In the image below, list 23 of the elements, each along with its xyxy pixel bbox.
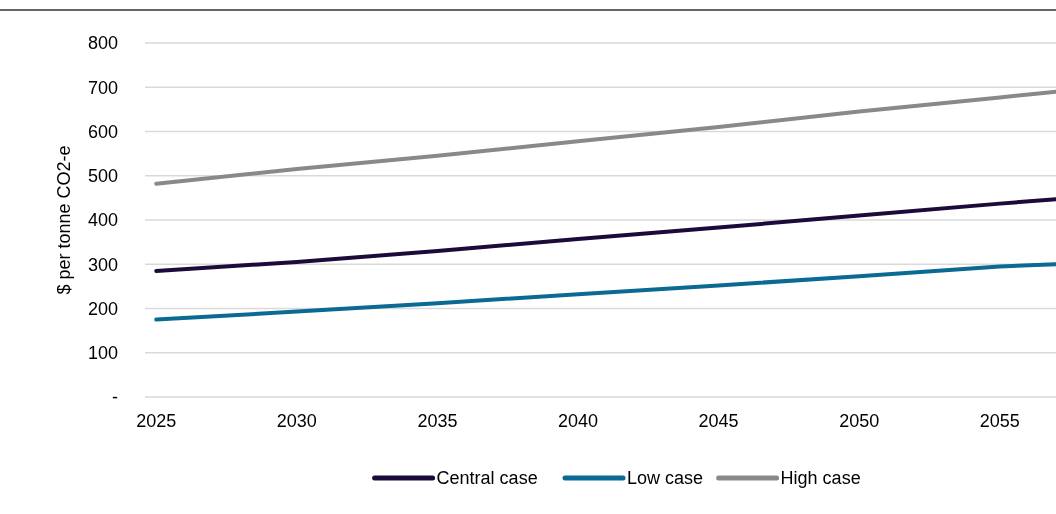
y-tick-label: 700 [87,77,118,98]
y-tick-label: 400 [87,210,118,231]
legend-label: Low case [627,468,704,489]
y-tick-label: 200 [87,298,118,319]
legend-label: High case [780,468,861,489]
y-tick-label: - [112,387,118,408]
legend-label: Central case [436,468,538,489]
line-series [154,262,1056,322]
line-series [154,197,1056,273]
y-tick-label: 600 [87,121,118,142]
x-tick-label: 2040 [557,411,599,431]
y-tick-label: 500 [87,166,118,187]
x-tick-label: 2025 [136,411,177,431]
line-series [154,89,1056,186]
x-tick-label: 2045 [698,411,739,431]
y-tick-label: 300 [87,254,118,275]
x-tick-label: 2050 [839,411,880,431]
x-tick-label: 2035 [417,411,458,431]
y-tick-label: 100 [87,343,118,364]
y-axis-title: $ per tonne CO2-e [54,145,74,295]
y-tick-label: 800 [87,33,118,54]
x-tick-label: 2030 [276,411,317,431]
x-tick-label: 2055 [979,411,1020,431]
